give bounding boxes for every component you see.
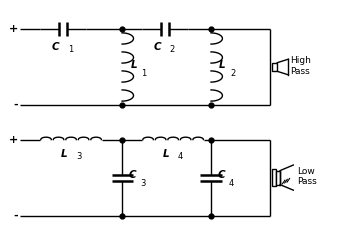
Text: 1: 1 <box>68 45 73 54</box>
Text: L: L <box>130 60 137 70</box>
Text: 3: 3 <box>76 152 81 161</box>
Text: +: + <box>9 135 19 144</box>
Text: C: C <box>52 42 60 52</box>
Text: 3: 3 <box>140 179 145 188</box>
Text: C: C <box>154 42 162 52</box>
Text: C: C <box>217 170 225 180</box>
Text: 2: 2 <box>170 45 175 54</box>
Text: 4: 4 <box>178 152 184 161</box>
Text: -: - <box>14 100 19 110</box>
Text: C: C <box>129 170 136 180</box>
Text: Low
Pass: Low Pass <box>297 167 316 186</box>
Text: L: L <box>219 60 226 70</box>
Text: L: L <box>61 149 68 159</box>
Bar <box>272 63 277 71</box>
Bar <box>276 171 280 185</box>
Text: 1: 1 <box>141 69 146 78</box>
Text: L: L <box>163 149 170 159</box>
Text: +: + <box>9 24 19 34</box>
Text: 4: 4 <box>229 179 234 188</box>
Text: 2: 2 <box>230 69 235 78</box>
Text: High
Pass: High Pass <box>290 56 311 76</box>
Text: -: - <box>14 211 19 221</box>
Bar <box>272 169 276 186</box>
